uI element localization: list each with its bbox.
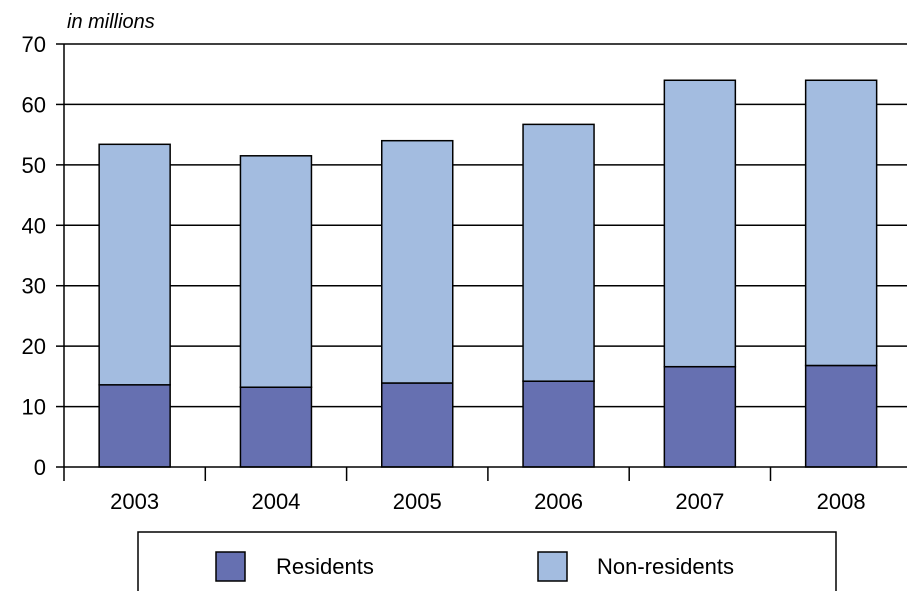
unit-label: in millions — [67, 11, 155, 33]
legend-swatch-residents — [215, 551, 246, 582]
legend-box — [137, 531, 837, 591]
x-tick-label: 2004 — [251, 489, 300, 514]
bar-residents-2003 — [98, 384, 171, 468]
x-tick-label: 2007 — [675, 489, 724, 514]
bar-residents-2004 — [239, 386, 313, 468]
bar-residents-2005 — [381, 382, 454, 468]
y-tick-labels: 0 10 20 30 40 50 60 70 — [22, 32, 46, 480]
bar-residents-2007 — [663, 365, 737, 468]
y-tick-label: 20 — [22, 334, 46, 359]
bar-non-residents-2006 — [522, 123, 595, 382]
legend-label-residents: Residents — [276, 554, 374, 579]
bar-non-residents-2004 — [239, 155, 313, 388]
bars — [98, 79, 878, 468]
y-tick-label: 0 — [34, 455, 46, 480]
bar-non-residents-2003 — [98, 143, 171, 386]
legend: Residents Non-residents — [137, 531, 837, 591]
gridlines — [64, 43, 907, 408]
x-tick-label: 2003 — [110, 489, 159, 514]
bar-residents-2008 — [804, 364, 878, 468]
x-tick-label: 2008 — [817, 489, 866, 514]
y-tick-label: 30 — [22, 274, 46, 299]
bar-non-residents-2007 — [663, 79, 737, 368]
y-tick-label: 40 — [22, 213, 46, 238]
x-tick-labels: 2003 2004 2005 2006 2007 2008 — [110, 489, 865, 514]
bar-non-residents-2008 — [804, 79, 878, 367]
y-tick-label: 50 — [22, 153, 46, 178]
y-tick-label: 70 — [22, 32, 46, 57]
bar-non-residents-2005 — [381, 139, 454, 384]
y-tick-label: 60 — [22, 92, 46, 117]
x-tick-label: 2006 — [534, 489, 583, 514]
axes — [56, 43, 907, 481]
bar-residents-2006 — [522, 380, 595, 468]
x-tick-label: 2005 — [393, 489, 442, 514]
y-tick-label: 10 — [22, 395, 46, 420]
legend-swatch-non-residents — [537, 551, 568, 582]
legend-label-non-residents: Non-residents — [597, 554, 734, 579]
